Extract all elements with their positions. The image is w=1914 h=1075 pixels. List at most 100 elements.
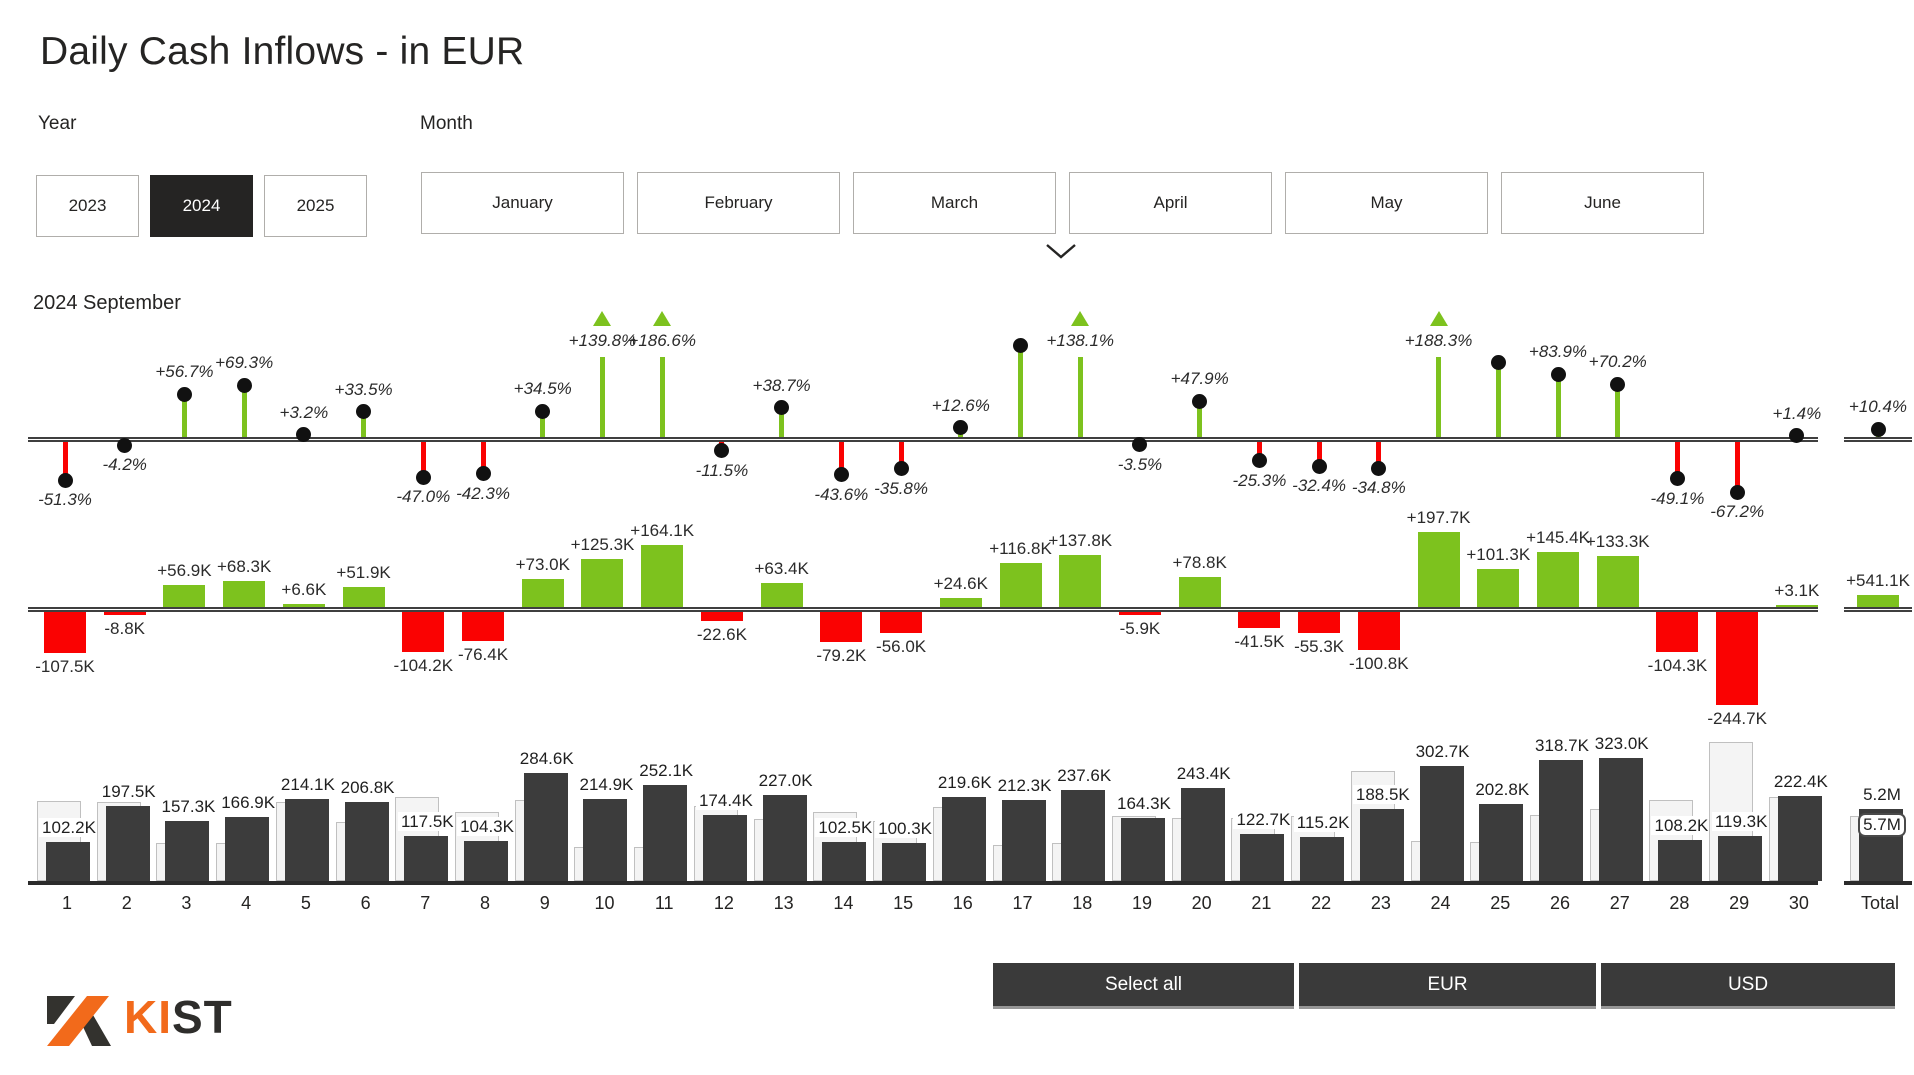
pct-pin-day-20[interactable] (1197, 401, 1203, 437)
pct-dot-day-23[interactable] (1371, 460, 1387, 476)
pct-dot-day-16[interactable] (953, 420, 969, 436)
ac-bar-day-8[interactable] (464, 841, 509, 881)
pct-pin-day-28[interactable] (1674, 442, 1680, 479)
pct-dot-day-29[interactable] (1729, 484, 1745, 500)
year-button-2023[interactable]: 2023 (36, 175, 139, 237)
ac-bar-day-22[interactable] (1300, 837, 1345, 881)
ac-bar-day-7[interactable] (404, 836, 449, 881)
ac-bar-day-16[interactable] (941, 797, 986, 881)
pct-pin-day-13[interactable] (779, 407, 785, 437)
var-bar-day-19[interactable] (1118, 612, 1161, 615)
month-button-march[interactable]: March (853, 172, 1056, 234)
pct-pin-day-15[interactable] (898, 442, 904, 469)
ac-bar-day-12[interactable] (702, 814, 747, 881)
ac-bar-day-23[interactable] (1359, 809, 1404, 881)
year-button-2024[interactable]: 2024 (150, 175, 253, 237)
pct-pin-day-11[interactable] (659, 357, 665, 437)
ac-bar-day-4[interactable] (225, 817, 270, 881)
ac-bar-day-20[interactable] (1180, 788, 1225, 881)
month-button-april[interactable]: April (1069, 172, 1272, 234)
pct-dot-day-26[interactable] (1550, 366, 1566, 382)
ac-bar-day-18[interactable] (1061, 790, 1106, 881)
pct-pin-day-10[interactable] (599, 357, 605, 437)
var-bar-day-6[interactable] (342, 587, 385, 607)
pct-dot-day-28[interactable] (1669, 471, 1685, 487)
var-bar-day-21[interactable] (1238, 612, 1281, 628)
var-bar-day-30[interactable] (1775, 604, 1818, 607)
ac-bar-day-24[interactable] (1419, 765, 1464, 881)
pct-dot-day-13[interactable] (774, 400, 790, 416)
ac-bar-day-27[interactable] (1598, 757, 1643, 881)
var-bar-day-25[interactable] (1477, 568, 1520, 607)
var-bar-day-11[interactable] (641, 544, 684, 607)
pct-dot-day-15[interactable] (893, 461, 909, 477)
ac-bar-day-13[interactable] (762, 794, 807, 881)
ac-bar-day-26[interactable] (1539, 759, 1583, 881)
pct-dot-day-30[interactable] (1789, 428, 1805, 443)
ac-bar-day-14[interactable] (822, 841, 867, 881)
pct-pin-day-8[interactable] (480, 442, 486, 474)
pct-dot-day-5[interactable] (296, 427, 312, 443)
pct-dot-day-21[interactable] (1251, 453, 1267, 469)
ac-bar-day-2[interactable] (105, 805, 150, 881)
ac-bar-day-11[interactable] (643, 784, 688, 881)
pct-dot-total[interactable] (1870, 421, 1886, 437)
pct-pin-day-27[interactable] (1615, 384, 1621, 437)
var-bar-day-14[interactable] (820, 612, 863, 643)
pct-pin-day-24[interactable] (1436, 357, 1442, 437)
var-bar-day-1[interactable] (44, 612, 86, 653)
var-bar-day-28[interactable] (1656, 612, 1699, 652)
ac-bar-day-19[interactable] (1120, 818, 1165, 881)
usd-button[interactable]: USD (1601, 963, 1895, 1009)
ac-bar-day-25[interactable] (1479, 803, 1524, 881)
pct-dot-day-14[interactable] (833, 467, 849, 483)
ac-bar-day-1[interactable] (46, 842, 90, 881)
select-all-button[interactable]: Select all (993, 963, 1294, 1009)
ac-bar-day-17[interactable] (1001, 800, 1046, 881)
var-bar-day-10[interactable] (581, 559, 624, 607)
pct-dot-day-20[interactable] (1192, 393, 1208, 409)
pct-pin-day-22[interactable] (1316, 442, 1322, 467)
ac-bar-day-3[interactable] (165, 821, 210, 881)
pct-pin-day-3[interactable] (181, 394, 187, 437)
ac-bar-day-5[interactable] (284, 799, 329, 881)
pct-pin-day-29[interactable] (1734, 442, 1740, 493)
pct-dot-day-2[interactable] (117, 437, 133, 453)
var-bar-total[interactable] (1857, 595, 1899, 607)
var-bar-day-20[interactable] (1178, 577, 1221, 607)
pct-dot-day-8[interactable] (475, 466, 491, 482)
pct-pin-day-9[interactable] (540, 411, 546, 437)
month-button-january[interactable]: January (421, 172, 624, 234)
var-bar-day-27[interactable] (1596, 556, 1639, 607)
var-bar-day-7[interactable] (402, 612, 445, 652)
var-bar-day-8[interactable] (462, 612, 505, 642)
var-bar-day-3[interactable] (163, 585, 206, 607)
chevron-down-icon[interactable] (1043, 242, 1079, 260)
var-bar-day-24[interactable] (1417, 531, 1460, 607)
var-bar-day-2[interactable] (103, 612, 146, 616)
pct-dot-day-12[interactable] (714, 443, 730, 459)
month-button-may[interactable]: May (1285, 172, 1488, 234)
ac-bar-day-21[interactable] (1240, 834, 1285, 881)
pct-pin-day-7[interactable] (420, 442, 426, 478)
pct-dot-day-3[interactable] (176, 386, 192, 402)
var-bar-day-5[interactable] (282, 604, 325, 607)
var-bar-day-23[interactable] (1357, 612, 1400, 651)
pct-pin-day-21[interactable] (1256, 442, 1262, 461)
pct-pin-day-1[interactable] (62, 442, 68, 481)
pct-pin-day-23[interactable] (1376, 442, 1382, 469)
ac-bar-day-15[interactable] (882, 842, 927, 881)
var-bar-day-4[interactable] (223, 581, 266, 607)
pct-dot-day-4[interactable] (236, 377, 252, 393)
eur-button[interactable]: EUR (1299, 963, 1596, 1009)
var-bar-day-18[interactable] (1059, 554, 1102, 607)
ac-bar-day-6[interactable] (344, 802, 389, 881)
pct-pin-day-18[interactable] (1077, 357, 1083, 437)
year-button-2025[interactable]: 2025 (264, 175, 367, 237)
pct-dot-day-22[interactable] (1311, 458, 1327, 474)
var-bar-day-22[interactable] (1298, 612, 1341, 633)
pct-dot-day-6[interactable] (356, 404, 372, 420)
pct-dot-day-27[interactable] (1610, 376, 1626, 392)
pct-pin-day-25[interactable] (1495, 362, 1501, 437)
var-bar-day-26[interactable] (1537, 551, 1579, 607)
